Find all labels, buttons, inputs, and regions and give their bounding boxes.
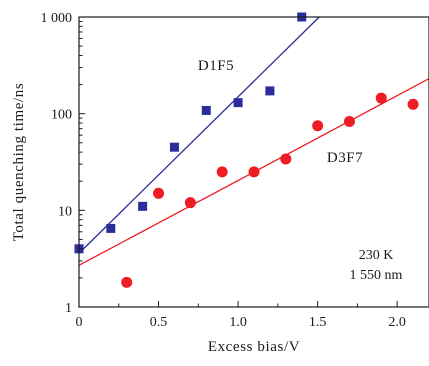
fit-lines bbox=[78, 16, 429, 266]
plot-frame bbox=[78, 16, 429, 308]
x-tick-label: 1.5 bbox=[309, 315, 327, 330]
data-point-d3f7 bbox=[248, 166, 260, 178]
temperature-annotation: 230 K bbox=[359, 248, 394, 263]
data-point-d3f7 bbox=[375, 92, 387, 104]
x-tick-label: 0.5 bbox=[150, 315, 168, 330]
data-point-d3f7 bbox=[216, 166, 228, 178]
data-point-d3f7 bbox=[312, 120, 324, 132]
y-tick-label: 1 000 bbox=[41, 11, 73, 26]
axis-ticks: 0 0.5 1.0 1.5 2.0 1 10 100 1 000 bbox=[41, 11, 406, 330]
x-tick-label: 0 bbox=[76, 315, 83, 330]
data-point-d1f5 bbox=[233, 98, 243, 108]
y-tick-label: 1 bbox=[65, 301, 72, 316]
x-axis-label: Excess bias/V bbox=[208, 339, 300, 355]
y-tick-label: 10 bbox=[58, 204, 72, 219]
x-tick-label: 1.0 bbox=[229, 315, 247, 330]
data-point-d3f7 bbox=[280, 153, 292, 165]
data-point-d1f5 bbox=[265, 86, 275, 96]
series-label-d3f7: D3F7 bbox=[327, 150, 363, 166]
fit-line-d1f5 bbox=[78, 16, 320, 254]
data-point-d1f5 bbox=[201, 105, 211, 115]
data-point-d3f7 bbox=[407, 98, 419, 110]
y-tick-label: 100 bbox=[51, 108, 72, 123]
data-point-d1f5 bbox=[138, 201, 148, 211]
series-label-d1f5: D1F5 bbox=[198, 58, 234, 74]
x-tick-label: 2.0 bbox=[388, 315, 406, 330]
data-point-d1f5 bbox=[169, 142, 179, 152]
wavelength-annotation: 1 550 nm bbox=[350, 268, 403, 283]
data-point-d3f7 bbox=[153, 187, 165, 199]
data-point-d1f5 bbox=[106, 223, 116, 233]
data-markers bbox=[74, 12, 419, 288]
data-point-d3f7 bbox=[343, 115, 355, 127]
data-point-d3f7 bbox=[184, 197, 196, 209]
data-point-d3f7 bbox=[121, 276, 133, 288]
y-axis-label: Total quenching time/ns bbox=[11, 83, 27, 242]
